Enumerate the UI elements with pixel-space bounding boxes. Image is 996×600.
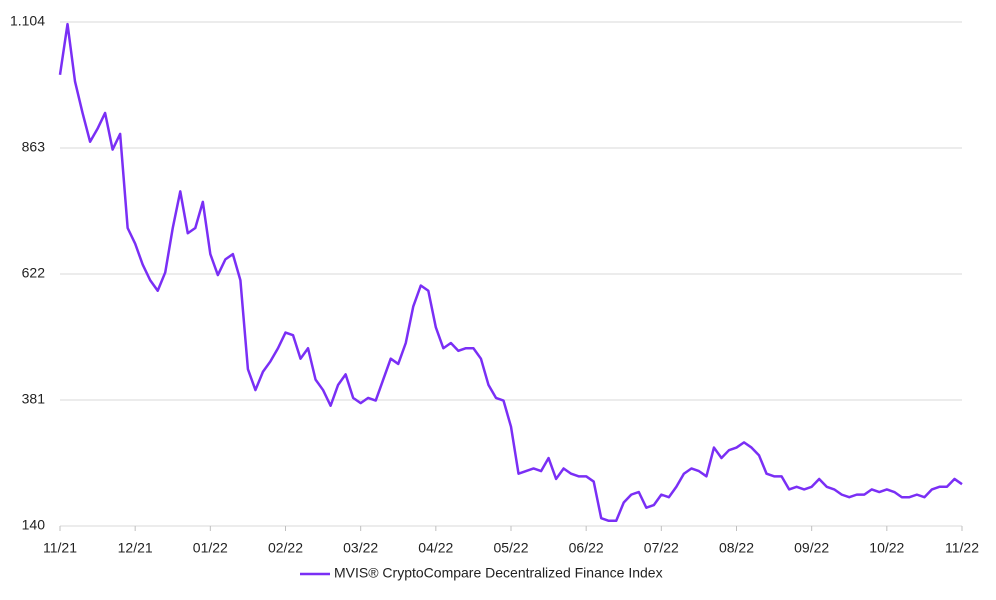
- x-tick-label: 07/22: [644, 540, 679, 556]
- y-tick-label: 140: [22, 517, 46, 533]
- y-tick-label: 622: [22, 265, 46, 281]
- x-tick-label: 11/22: [945, 540, 979, 556]
- y-tick-label: 381: [22, 391, 46, 407]
- legend-label: MVIS® CryptoCompare Decentralized Financ…: [334, 565, 663, 581]
- x-tick-label: 10/22: [869, 540, 904, 556]
- x-tick-label: 03/22: [343, 540, 378, 556]
- x-tick-label: 11/21: [43, 540, 77, 556]
- y-tick-label: 1.104: [10, 13, 45, 29]
- x-tick-label: 04/22: [418, 540, 453, 556]
- series-line: [58, 22, 963, 523]
- x-tick-label: 09/22: [794, 540, 829, 556]
- x-tick-label: 12/21: [118, 540, 153, 556]
- y-tick-label: 863: [22, 139, 46, 155]
- x-tick-label: 06/22: [569, 540, 604, 556]
- x-tick-label: 01/22: [193, 540, 228, 556]
- x-tick-label: 02/22: [268, 540, 303, 556]
- x-tick-label: 05/22: [493, 540, 528, 556]
- x-tick-label: 08/22: [719, 540, 754, 556]
